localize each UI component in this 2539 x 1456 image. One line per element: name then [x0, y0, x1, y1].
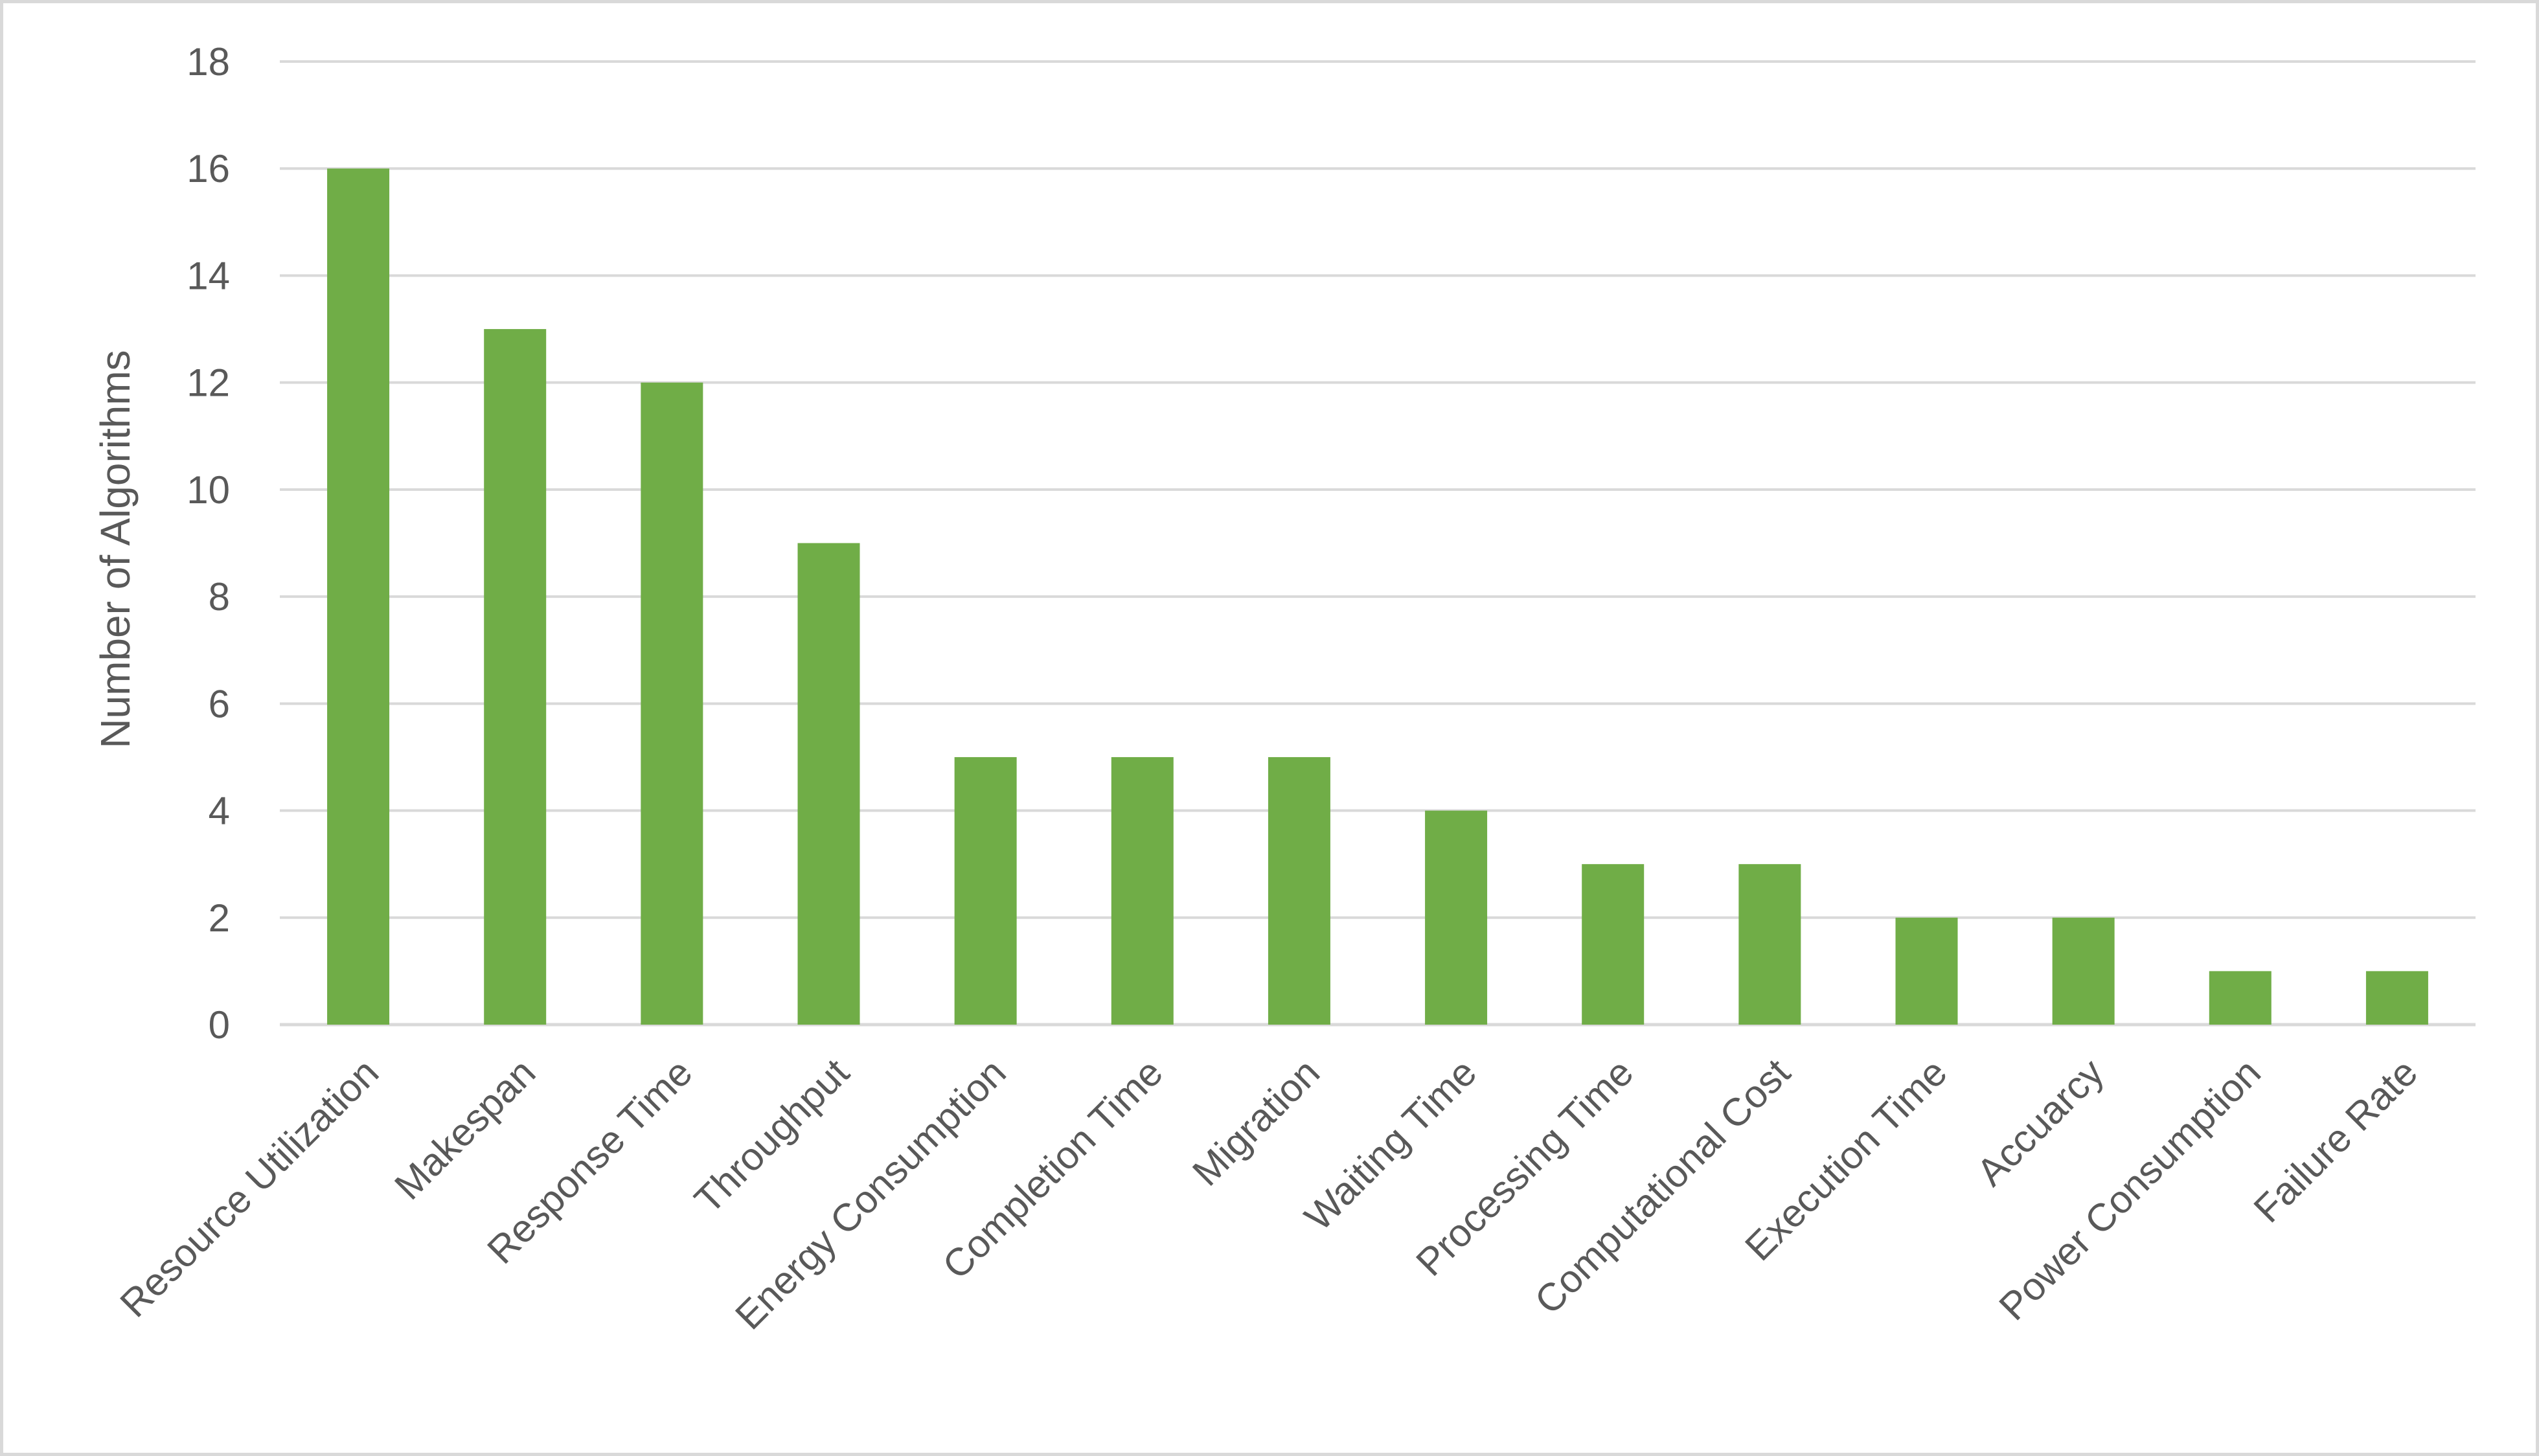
y-tick-label: 10 [187, 468, 230, 512]
bar [1582, 864, 1645, 1025]
x-tick-label: Throughput [686, 1051, 858, 1222]
y-tick-label: 0 [209, 1003, 230, 1047]
bar [1738, 864, 1801, 1025]
x-tick-label: Failure Rate [2246, 1051, 2426, 1231]
bar [2052, 917, 2115, 1025]
bar [797, 543, 860, 1025]
x-tick-label: Accuarcy [1968, 1051, 2112, 1194]
y-axis-title: Number of Algorithms [92, 350, 139, 748]
x-tick-label: Makespan [386, 1051, 543, 1208]
x-tick-label: Energy Consumption [727, 1051, 1014, 1338]
y-tick-label: 12 [187, 361, 230, 405]
y-tick-label: 2 [209, 896, 230, 940]
x-tick-label: Migration [1184, 1051, 1328, 1194]
y-tick-label: 4 [209, 790, 230, 833]
y-tick-label: 6 [209, 682, 230, 725]
x-tick-label: Power Consumption [1991, 1051, 2269, 1328]
y-tick-label: 14 [187, 254, 230, 297]
gridlines [280, 60, 2476, 1027]
x-tick-label: Resource Utilization [112, 1051, 387, 1326]
bar [641, 382, 703, 1025]
bar [1268, 756, 1330, 1025]
y-tick-label: 8 [209, 575, 230, 619]
y-axis-ticks: 0 2 4 6 8 10 12 14 16 18 [187, 40, 230, 1047]
bar [954, 756, 1017, 1025]
bar [1895, 917, 1958, 1025]
bars [327, 168, 2428, 1025]
bar [327, 168, 390, 1025]
bar [2209, 971, 2271, 1025]
y-tick-label: 18 [187, 40, 230, 84]
y-tick-label: 16 [187, 147, 230, 190]
bar [1425, 810, 1488, 1025]
bar [2365, 971, 2428, 1025]
bar [484, 329, 547, 1025]
bar [1111, 756, 1174, 1025]
x-tick-label: Computational Cost [1527, 1051, 1799, 1323]
